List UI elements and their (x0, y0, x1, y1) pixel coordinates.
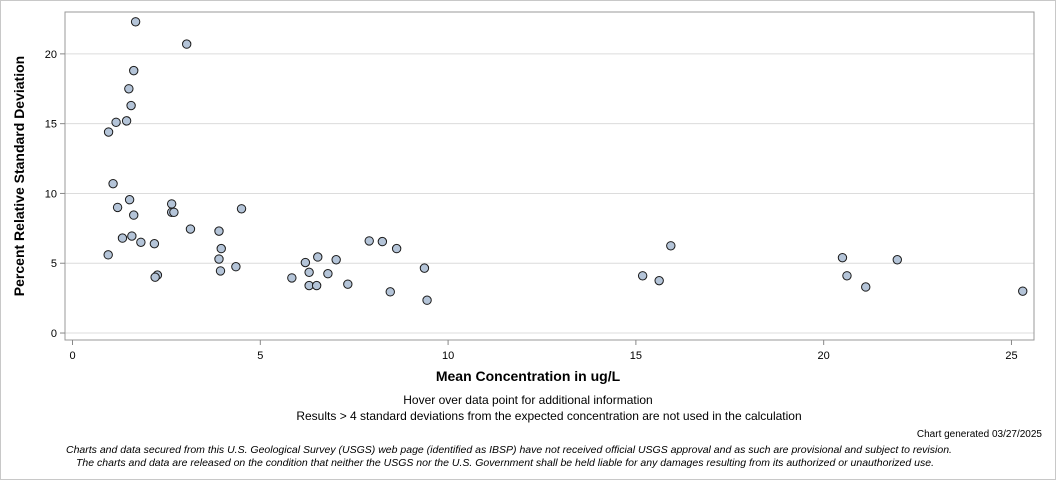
data-point[interactable] (111, 117, 121, 127)
data-point[interactable] (136, 237, 146, 247)
x-tick-label: 10 (442, 350, 454, 362)
data-point[interactable] (215, 266, 226, 276)
data-point[interactable] (166, 199, 177, 209)
data-point[interactable] (124, 84, 134, 94)
data-point[interactable] (377, 236, 388, 247)
y-axis: 0 5 10 15 20 (45, 49, 65, 340)
x-tick-label: 5 (257, 350, 263, 362)
y-tick-label: 15 (45, 119, 57, 131)
data-point[interactable] (892, 255, 902, 265)
data-point[interactable] (385, 287, 395, 297)
data-point[interactable] (169, 207, 179, 217)
data-point[interactable] (214, 254, 224, 264)
data-point[interactable] (1018, 286, 1028, 296)
y-tick-label: 10 (45, 188, 57, 200)
data-point[interactable] (214, 226, 224, 236)
data-point[interactable] (181, 39, 192, 49)
x-axis: 0 5 10 15 20 25 (69, 340, 1018, 362)
results-note: Results > 4 standard deviations from the… (296, 409, 802, 423)
data-point[interactable] (287, 273, 297, 283)
data-point[interactable] (304, 267, 314, 278)
grid-lines (65, 53, 1034, 334)
x-tick-label: 0 (69, 350, 75, 362)
data-point[interactable] (112, 202, 123, 213)
data-point[interactable] (323, 269, 333, 279)
disclaimer-line-1: Charts and data secured from this U.S. G… (66, 444, 952, 456)
data-point[interactable] (108, 178, 118, 189)
chart-generated-date: Chart generated 03/27/2025 (916, 429, 1042, 440)
data-point[interactable] (391, 243, 402, 254)
data-point[interactable] (103, 127, 114, 137)
data-point[interactable] (185, 224, 196, 234)
data-point[interactable] (150, 272, 160, 282)
y-tick-label: 5 (51, 258, 57, 270)
plot-area (64, 11, 1035, 341)
data-point[interactable] (121, 116, 132, 126)
data-point[interactable] (149, 238, 160, 249)
data-point[interactable] (343, 279, 353, 289)
data-point[interactable] (422, 295, 432, 305)
hover-note: Hover over data point for additional inf… (403, 393, 653, 407)
data-point[interactable] (127, 231, 137, 241)
data-point[interactable] (124, 195, 135, 205)
x-tick-label: 15 (630, 350, 642, 362)
data-point[interactable] (666, 241, 676, 251)
y-tick-label: 20 (45, 49, 57, 61)
data-point[interactable] (117, 233, 128, 243)
data-point[interactable] (837, 252, 848, 263)
data-point[interactable] (126, 100, 136, 111)
data-point[interactable] (129, 65, 139, 76)
data-point[interactable] (311, 280, 322, 291)
data-point[interactable] (637, 271, 648, 281)
data-point[interactable] (300, 257, 311, 268)
data-point[interactable] (331, 255, 341, 265)
x-axis-label: Mean Concentration in ug/L (435, 368, 621, 384)
y-axis-label: Percent Relative Standard Deviation (11, 56, 27, 296)
x-tick-label: 20 (818, 350, 830, 362)
data-point[interactable] (129, 210, 139, 220)
data-point[interactable] (236, 204, 247, 214)
data-point[interactable] (842, 271, 852, 281)
data-point[interactable] (419, 263, 430, 273)
x-tick-label: 25 (1005, 350, 1017, 362)
data-point[interactable] (861, 282, 871, 292)
data-point[interactable] (216, 243, 226, 254)
data-point[interactable] (231, 262, 241, 272)
data-point[interactable] (654, 275, 664, 286)
data-point[interactable] (364, 236, 374, 246)
y-tick-label: 0 (51, 328, 57, 340)
data-point[interactable] (130, 17, 141, 27)
data-point[interactable] (313, 252, 323, 262)
data-point[interactable] (103, 250, 113, 260)
disclaimer-line-2: The charts and data are released on the … (76, 457, 934, 469)
data-points[interactable] (103, 17, 1028, 305)
